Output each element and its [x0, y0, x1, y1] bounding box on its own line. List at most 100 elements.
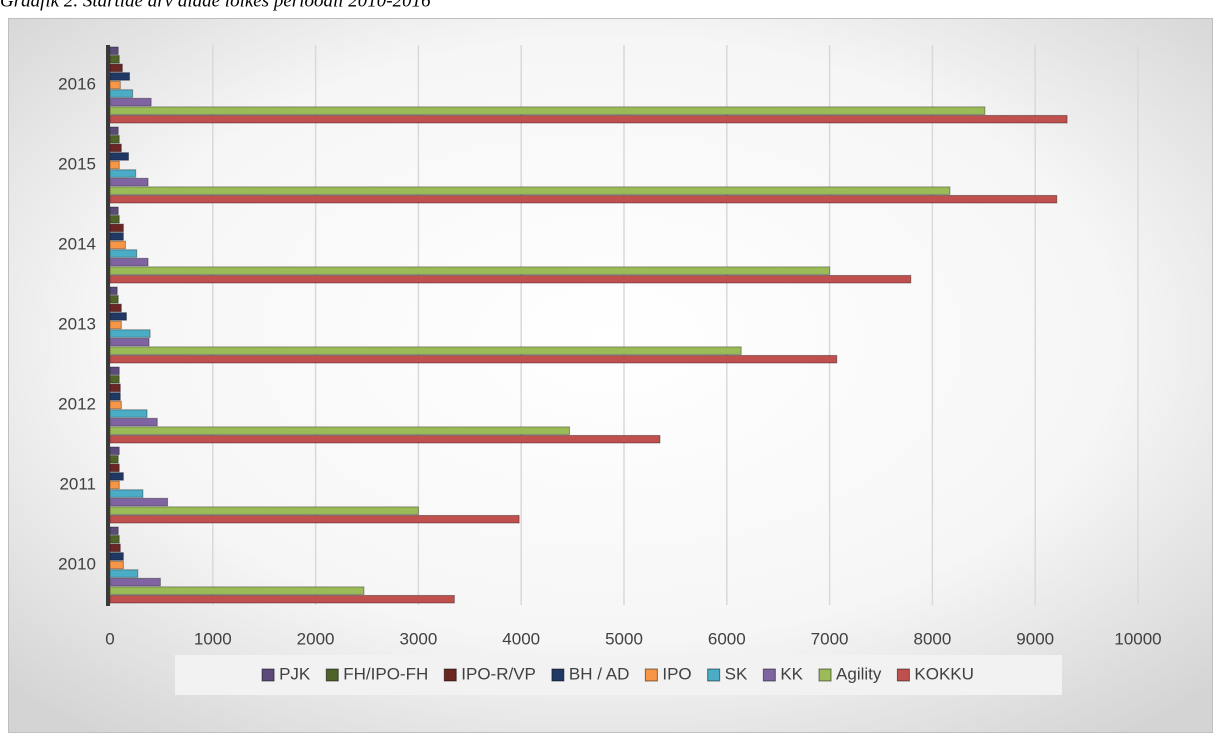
bar — [109, 417, 158, 427]
x-tick-label: 6000 — [708, 629, 746, 648]
bar — [109, 489, 144, 498]
bar — [109, 400, 122, 410]
bar — [109, 55, 120, 64]
legend-swatch — [325, 668, 339, 682]
x-tick-label: 5000 — [605, 629, 643, 648]
bar — [109, 497, 169, 507]
legend-label: SK — [725, 664, 748, 683]
bar — [109, 480, 120, 490]
y-tick-label: 2013 — [58, 314, 96, 333]
legend-label: KOKKU — [914, 664, 974, 683]
bar — [109, 286, 118, 296]
bar — [109, 472, 124, 481]
bar — [109, 63, 123, 73]
bar — [109, 215, 120, 224]
x-tick-label: 10000 — [1114, 629, 1161, 648]
bar — [109, 354, 838, 364]
y-tick-label: 2012 — [58, 394, 96, 413]
bar — [109, 320, 122, 330]
bar — [109, 186, 951, 195]
bar — [109, 337, 150, 347]
legend-swatch — [896, 668, 910, 682]
bar — [109, 152, 130, 161]
legend-label: KK — [780, 664, 803, 683]
bar — [109, 535, 120, 544]
bar — [109, 143, 122, 153]
x-tick-label: 3000 — [399, 629, 437, 648]
bar — [109, 560, 124, 570]
legend-swatch — [818, 668, 832, 682]
bar — [109, 586, 365, 595]
y-tick-label: 2016 — [58, 74, 96, 93]
bar — [109, 375, 120, 384]
x-tick-label: 1000 — [194, 629, 232, 648]
bar — [109, 249, 138, 258]
bar — [109, 426, 571, 435]
bar — [109, 455, 119, 464]
legend-swatch — [644, 668, 658, 682]
legend-label: BH / AD — [569, 664, 629, 683]
legend-label: FH/IPO-FH — [343, 664, 428, 683]
bar — [109, 160, 120, 170]
legend-swatch — [707, 668, 721, 682]
bar — [109, 383, 121, 393]
x-tick-label: 9000 — [1016, 629, 1054, 648]
bar — [109, 169, 137, 178]
legend-label: IPO-R/VP — [461, 664, 536, 683]
bar — [109, 303, 122, 313]
bar — [109, 552, 124, 561]
legend-label: PJK — [279, 664, 311, 683]
x-tick-label: 0 — [105, 629, 114, 648]
legend-swatch — [443, 668, 457, 682]
y-tick-label: 2015 — [58, 154, 96, 173]
bar — [109, 46, 119, 56]
y-tick-label: 2014 — [58, 234, 96, 253]
legend-swatch — [261, 668, 275, 682]
x-tick-label: 7000 — [811, 629, 849, 648]
bar — [109, 569, 139, 578]
bar — [109, 409, 148, 418]
x-tick-label: 2000 — [297, 629, 335, 648]
bar — [109, 329, 151, 338]
bar — [109, 194, 1058, 204]
chart-frame — [8, 18, 1213, 733]
legend-label: IPO — [662, 664, 691, 683]
bar — [109, 114, 1068, 124]
bar — [109, 594, 455, 604]
x-tick-label: 4000 — [502, 629, 540, 648]
bar — [109, 223, 124, 233]
bar — [109, 232, 124, 241]
bar — [109, 366, 120, 376]
bar — [109, 295, 119, 304]
x-tick-label: 8000 — [913, 629, 951, 648]
bar — [109, 526, 119, 536]
bar — [109, 463, 120, 473]
bar — [109, 446, 120, 456]
bar — [109, 274, 912, 284]
bar — [109, 506, 419, 515]
caption: Graafik 2. Startide arv alade lõikes per… — [0, 0, 431, 11]
bar — [109, 346, 742, 355]
bar — [109, 126, 119, 136]
bar — [109, 434, 661, 444]
bar — [109, 543, 121, 553]
bar — [109, 177, 149, 187]
legend-swatch — [551, 668, 565, 682]
y-tick-label: 2010 — [58, 554, 96, 573]
bar — [109, 240, 126, 250]
bar — [109, 392, 121, 401]
bar — [109, 135, 120, 144]
bar — [109, 312, 127, 321]
bar — [109, 206, 119, 216]
bar — [109, 72, 131, 81]
bar — [109, 97, 152, 107]
legend-swatch — [762, 668, 776, 682]
y-tick-label: 2011 — [59, 474, 96, 493]
bar — [109, 80, 121, 90]
bar — [109, 89, 134, 98]
legend-label: Agility — [836, 664, 882, 683]
bar — [109, 266, 831, 275]
bar — [109, 577, 161, 587]
bar — [109, 514, 520, 524]
